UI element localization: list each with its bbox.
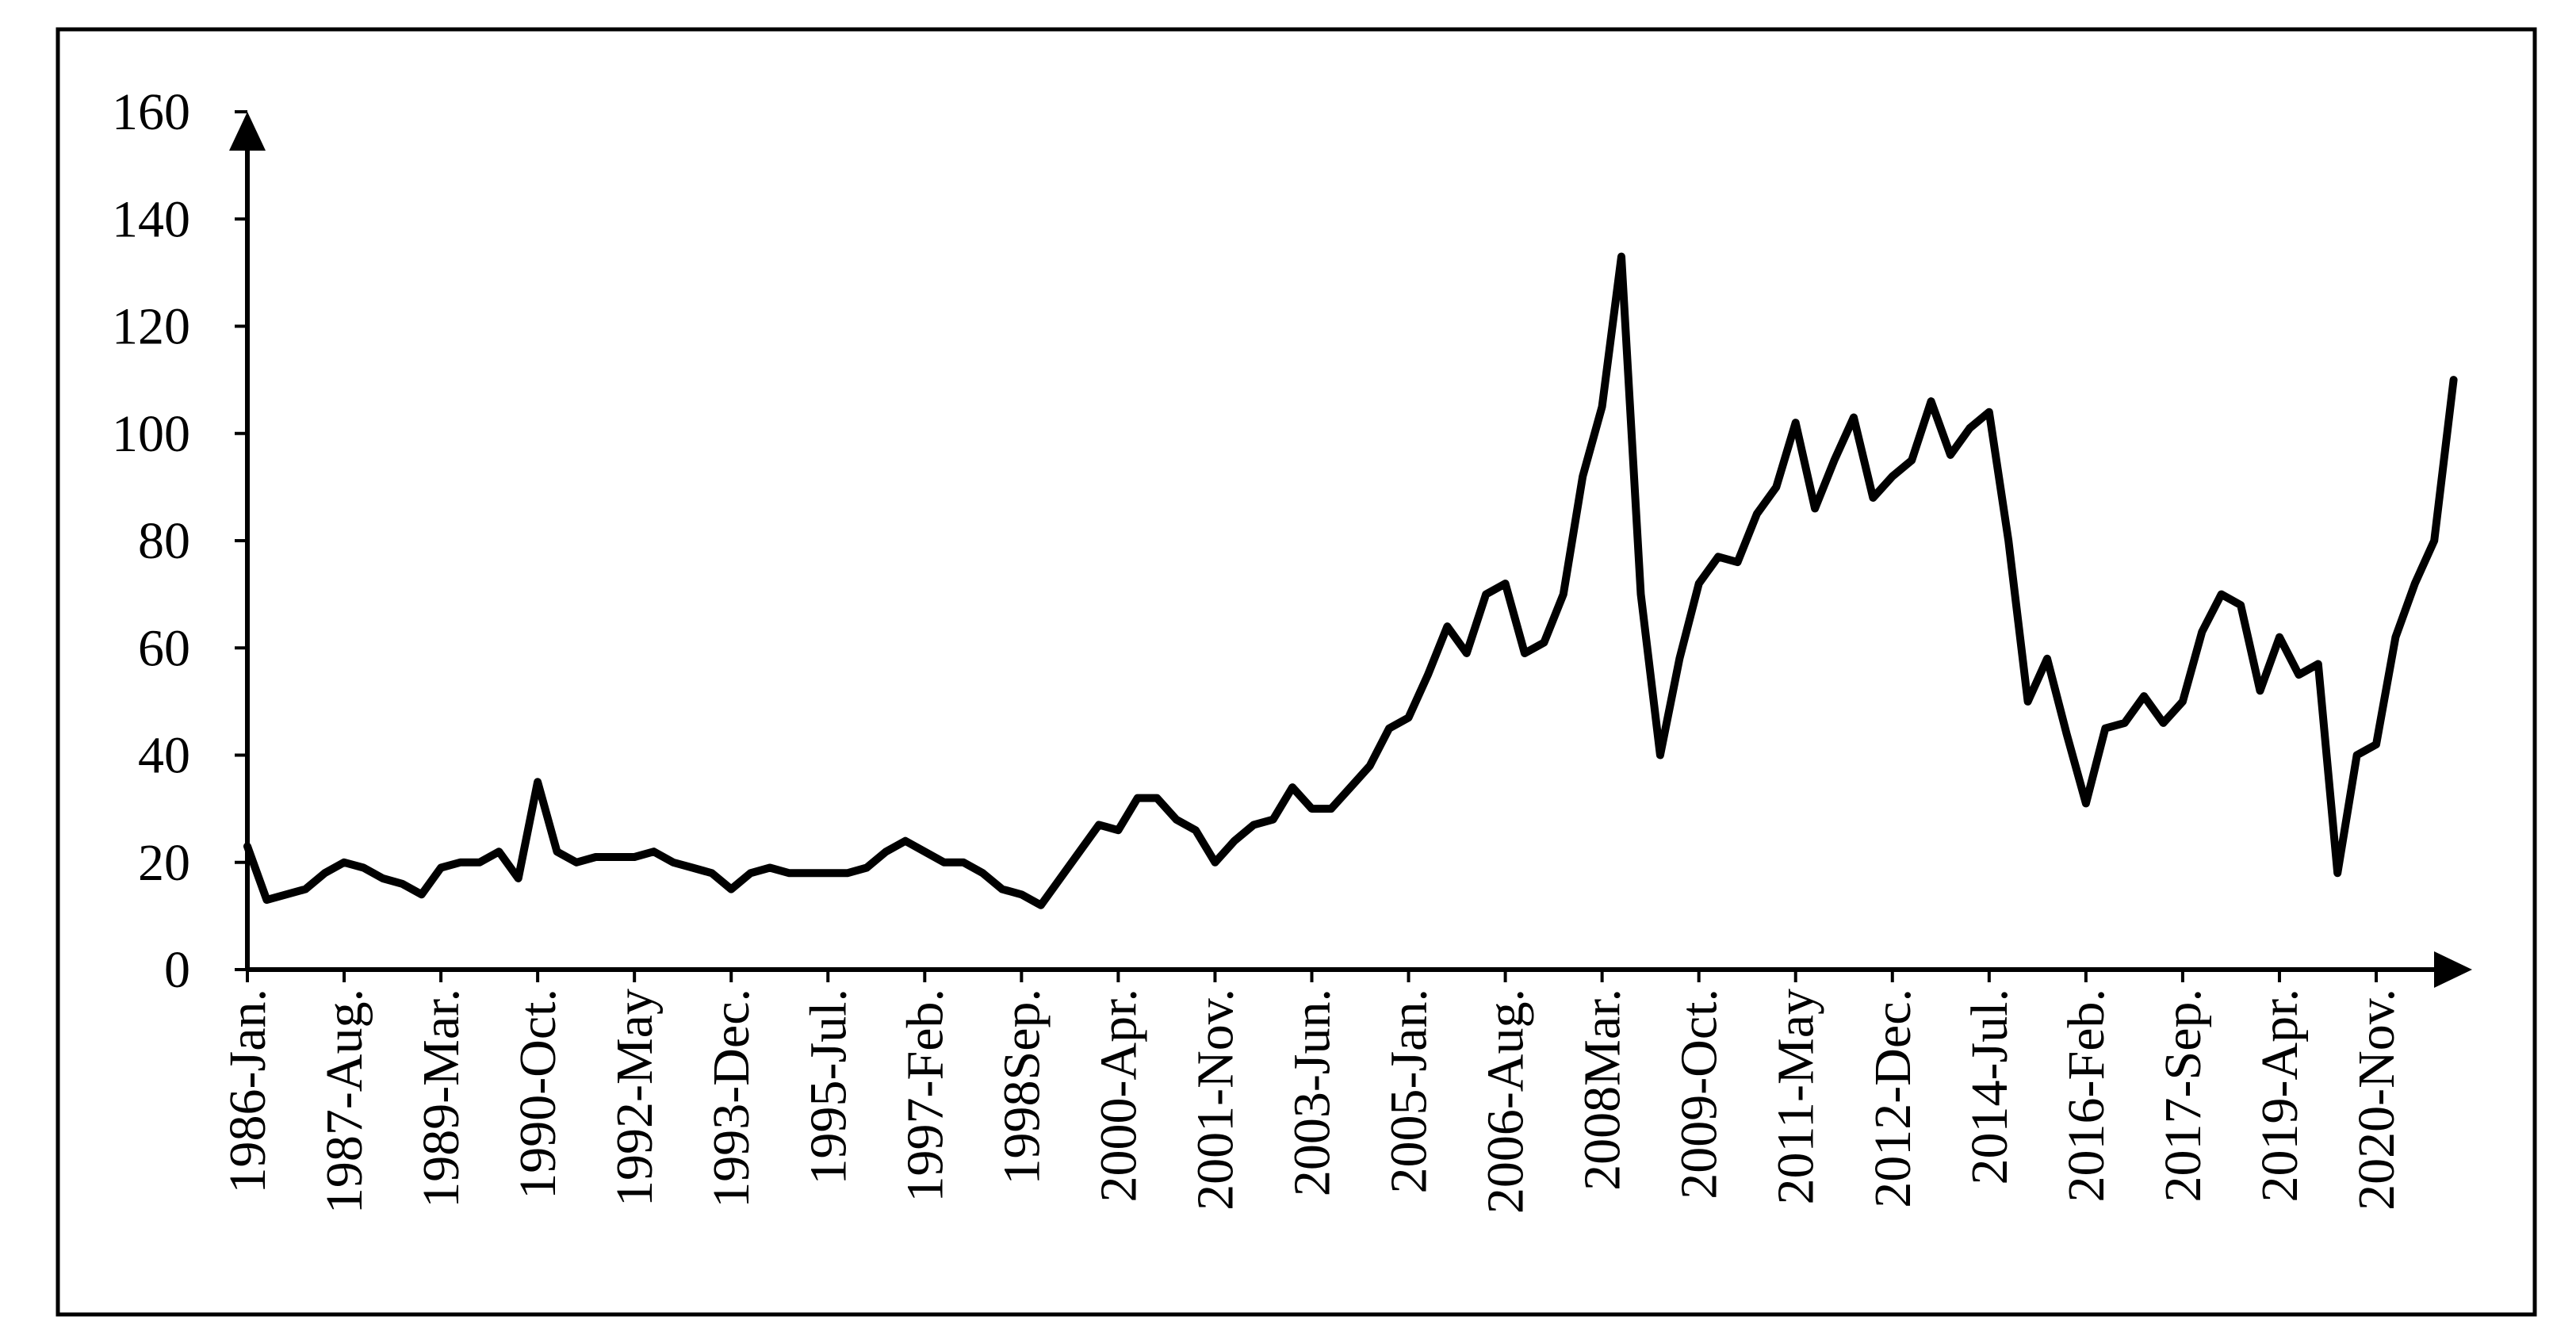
x-tick-label: 1987-Aug. [316,989,373,1214]
y-tick-label: 0 [164,941,190,999]
x-tick-label: 1997-Feb. [896,989,954,1202]
x-tick-label: 2011-May [1767,989,1825,1205]
y-tick-label: 60 [138,619,190,677]
x-tick-label: 2006-Aug. [1477,989,1535,1214]
x-tick-label: 2009-Oct. [1671,989,1728,1200]
x-tick-label: 2000-Apr. [1089,989,1147,1202]
x-tick-label: 2014-Jul. [1961,989,2019,1185]
x-tick-label: 2012-Dec. [1864,989,1922,1208]
y-tick-label: 160 [112,83,190,141]
x-axis-arrow [2434,951,2472,988]
y-tick-label: 20 [138,834,190,892]
y-tick-label: 40 [138,727,190,785]
x-tick-label: 1993-Dec. [702,989,760,1208]
x-tick-label: 2017-Sep. [2154,989,2212,1202]
y-tick-label: 80 [138,512,190,570]
x-tick-label: 2003-Jun. [1284,989,1342,1196]
y-tick-label: 140 [112,190,190,248]
x-tick-label: 2020-Nov. [2348,989,2406,1211]
y-axis-arrow [229,112,266,151]
frame [56,27,2537,1317]
x-tick-label: 2019-Apr. [2251,989,2309,1202]
x-tick-label: 1990-Oct. [509,989,567,1200]
x-tick-label: 1992-May [606,989,664,1207]
y-tick-label: 120 [112,298,190,356]
x-tick-label: 1986-Jan. [219,989,277,1193]
x-tick-label: 1998Sep. [993,989,1051,1185]
x-tick-label: 2008Mar. [1574,989,1632,1191]
x-tick-label: 2005-Jan. [1380,989,1438,1193]
x-tick-label: 1995-Jul. [799,989,857,1185]
x-tick-label: 2001-Nov. [1186,989,1244,1211]
x-tick-label: 2016-Feb. [2057,989,2115,1202]
y-tick-label: 100 [112,405,190,463]
price-line [243,252,2458,909]
x-tick-label: 1989-Mar. [412,989,470,1208]
